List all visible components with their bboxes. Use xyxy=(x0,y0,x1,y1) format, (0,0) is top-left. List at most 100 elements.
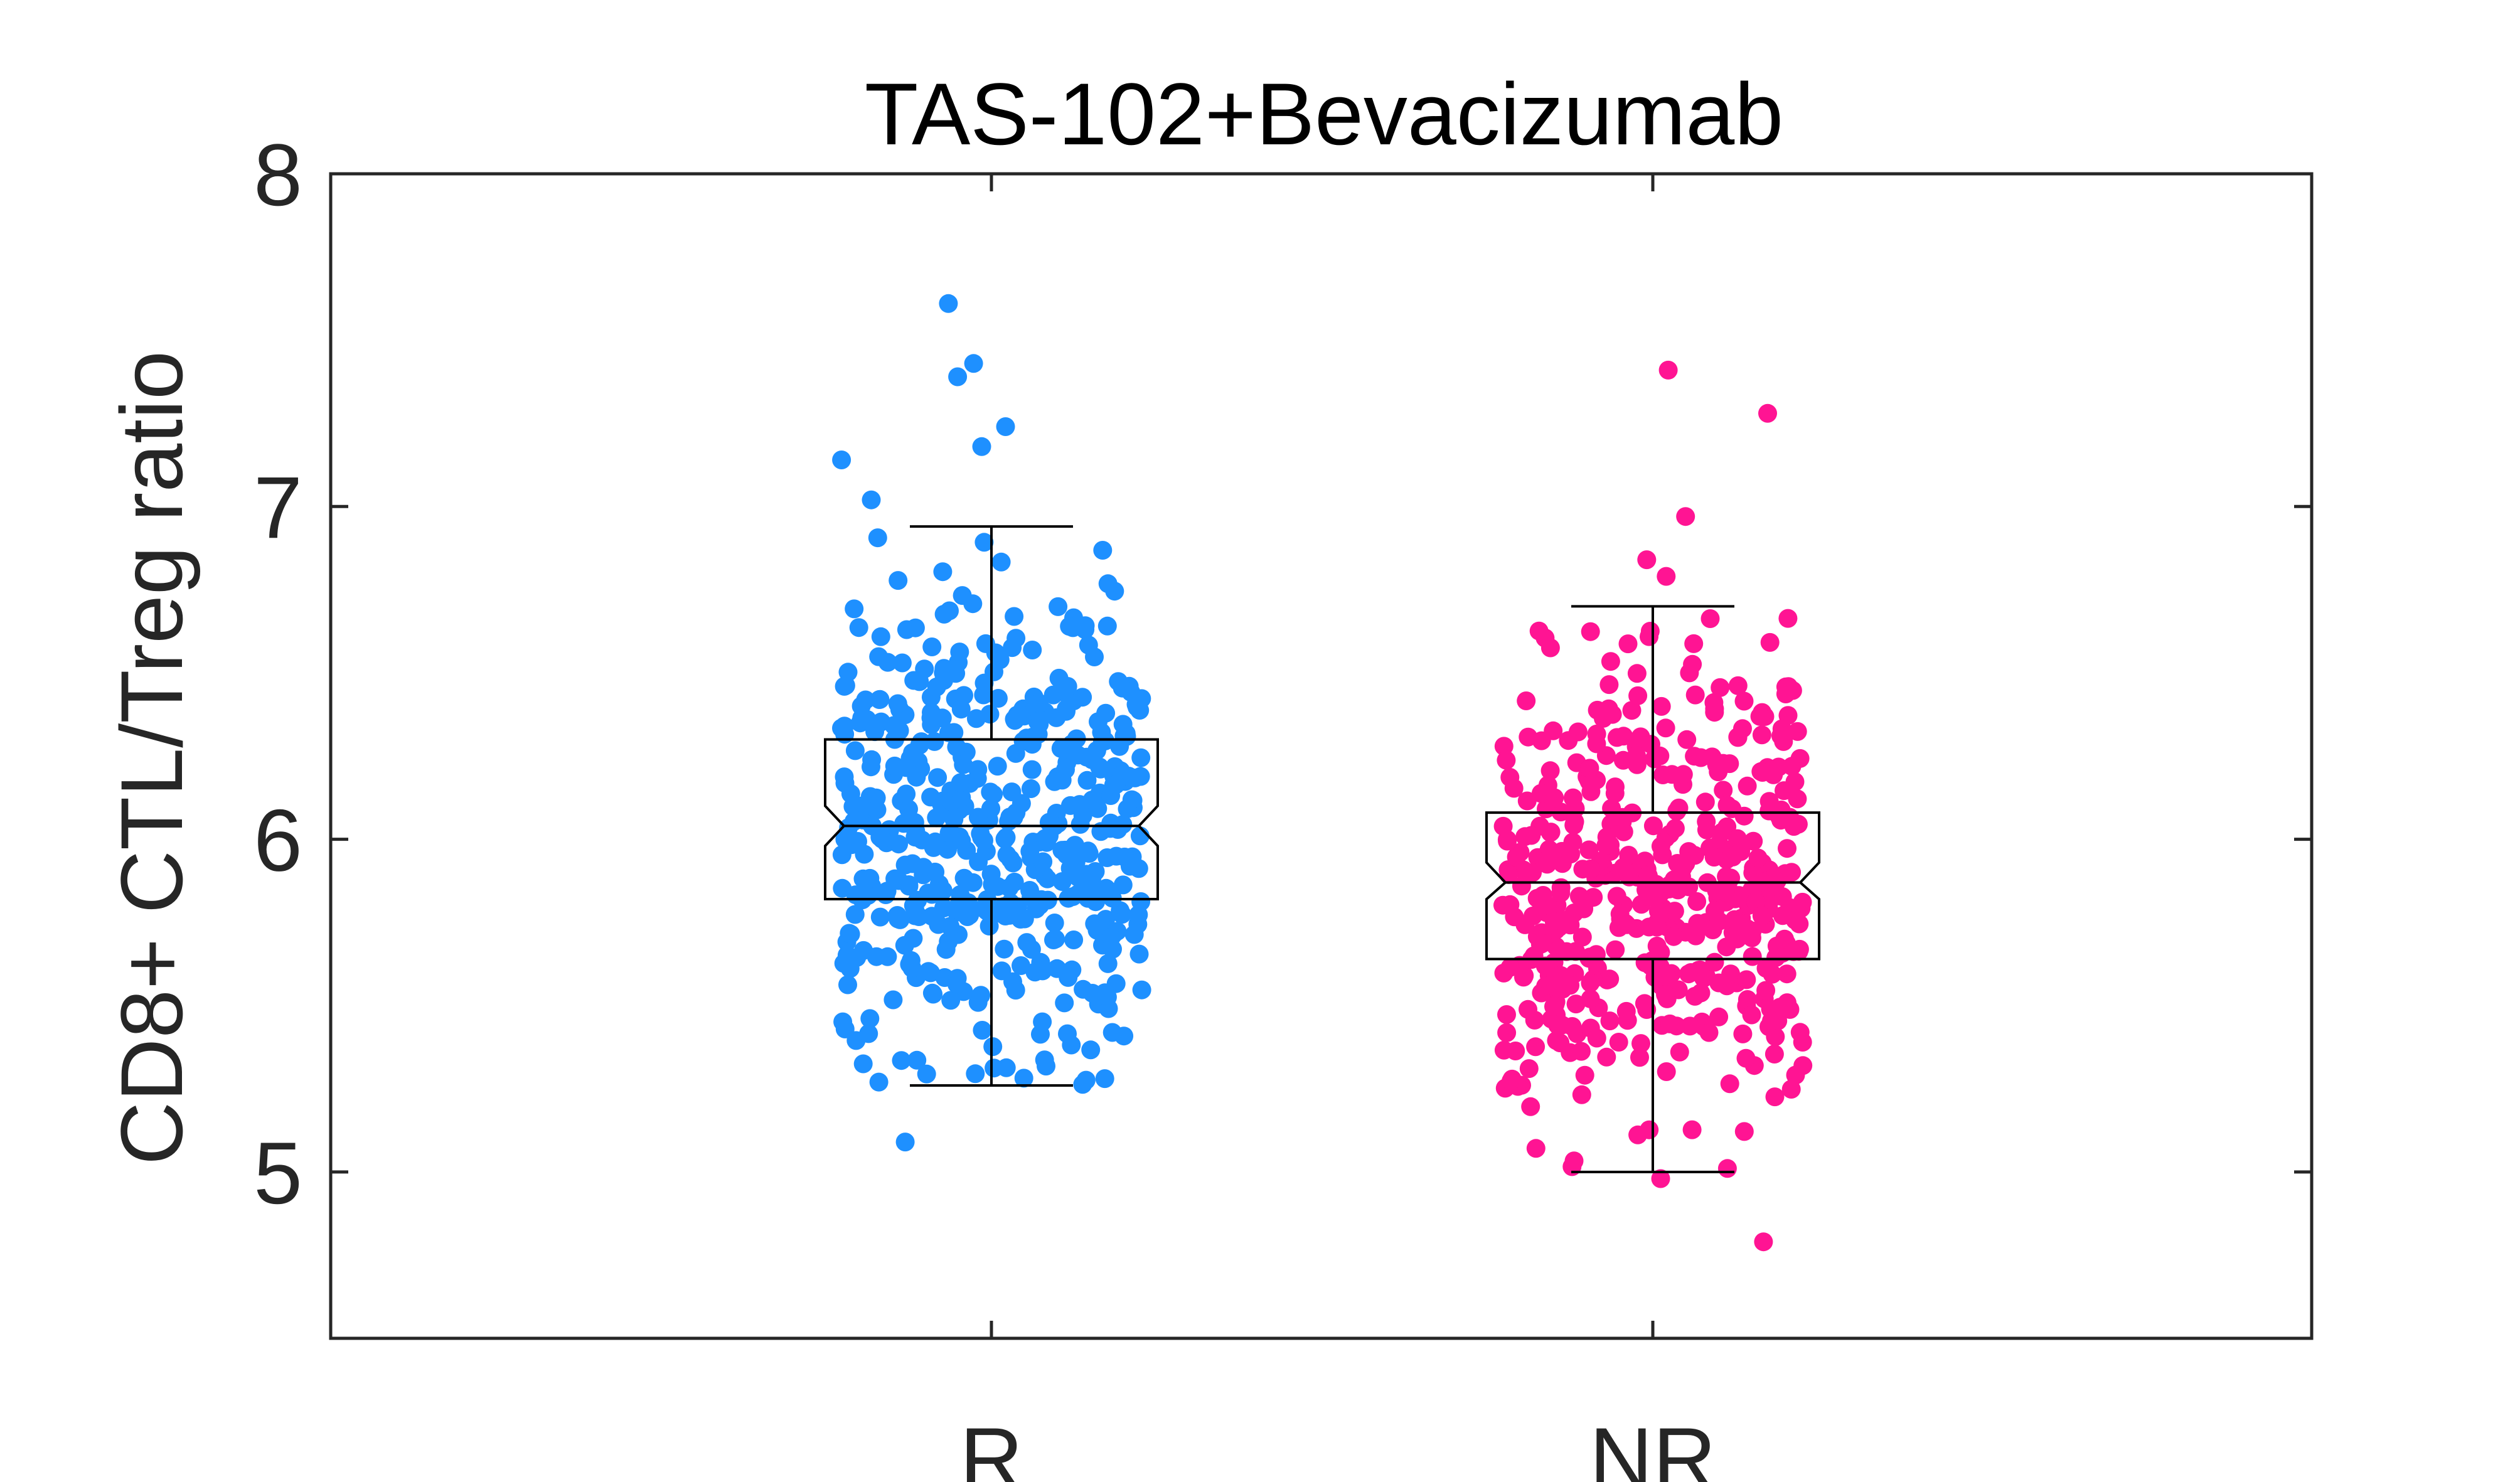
data-point-nr xyxy=(1763,964,1782,984)
data-point-nr xyxy=(1776,677,1795,696)
data-point-nr xyxy=(1566,994,1586,1014)
data-point-nr xyxy=(1572,927,1592,947)
data-point-r xyxy=(934,659,954,678)
data-point-r xyxy=(947,974,966,994)
data-point-nr xyxy=(1737,970,1756,989)
data-point-nr xyxy=(1762,1011,1781,1030)
data-point-nr xyxy=(1677,730,1697,749)
data-point-r xyxy=(845,599,864,619)
data-point-nr xyxy=(1597,1047,1616,1067)
data-point-nr xyxy=(1682,1120,1702,1139)
data-point-nr xyxy=(1736,1048,1756,1068)
data-point-r xyxy=(933,562,953,582)
data-point-r xyxy=(1033,961,1052,981)
data-point-r xyxy=(1035,1050,1054,1070)
data-point-nr xyxy=(1493,895,1512,915)
data-point-nr xyxy=(1705,952,1724,972)
data-point-nr xyxy=(1499,865,1519,884)
data-point-r xyxy=(1097,616,1117,636)
data-point-r xyxy=(840,924,859,943)
data-point-nr xyxy=(1750,706,1770,726)
data-point-r xyxy=(973,1021,992,1040)
data-point-nr xyxy=(1760,632,1780,652)
data-point-nr xyxy=(1627,755,1647,774)
data-point-nr xyxy=(1759,792,1779,811)
data-point-nr xyxy=(1670,1042,1689,1062)
outlier-point-nr xyxy=(1658,360,1678,380)
data-point-r xyxy=(868,528,887,548)
data-point-nr xyxy=(1544,721,1563,740)
data-point-r xyxy=(910,672,929,691)
data-point-nr xyxy=(1731,842,1751,861)
data-point-nr xyxy=(1674,765,1693,784)
data-point-r xyxy=(1055,683,1074,702)
box-r xyxy=(824,738,1159,900)
data-point-nr xyxy=(1581,973,1600,993)
data-point-nr xyxy=(1766,1027,1785,1047)
data-point-nr xyxy=(1785,772,1805,791)
data-point-nr xyxy=(1502,1072,1520,1090)
data-point-r xyxy=(974,898,993,918)
data-point-nr xyxy=(1497,1023,1517,1042)
data-point-r xyxy=(1132,980,1151,1000)
data-point-nr xyxy=(1652,696,1671,716)
data-point-r xyxy=(901,951,921,970)
data-point-nr xyxy=(1579,840,1599,860)
data-point-r xyxy=(1125,768,1145,787)
data-point-r xyxy=(941,991,961,1010)
data-point-nr xyxy=(1494,963,1514,983)
data-point-nr xyxy=(1752,725,1771,745)
data-point-nr xyxy=(1657,1062,1676,1081)
data-point-r xyxy=(1062,1035,1081,1055)
data-point-r xyxy=(988,689,1008,708)
data-point-r xyxy=(983,1037,1003,1057)
outlier-point-r xyxy=(832,450,852,469)
data-point-nr xyxy=(1640,622,1660,641)
data-point-r xyxy=(1093,541,1113,560)
data-point-nr xyxy=(1647,936,1667,956)
data-point-r xyxy=(833,878,852,898)
data-point-nr xyxy=(1697,812,1716,831)
outlier-point-nr xyxy=(1637,550,1657,570)
data-point-nr xyxy=(1507,847,1526,866)
axes-frame xyxy=(329,172,2314,1340)
data-point-r xyxy=(1012,956,1030,975)
data-point-nr xyxy=(1600,969,1620,989)
data-point-nr xyxy=(1580,759,1599,778)
data-point-nr xyxy=(1614,822,1633,841)
data-point-r xyxy=(952,788,971,808)
data-point-r xyxy=(884,990,903,1010)
data-point-nr xyxy=(1494,737,1514,756)
plot-area: 5 6 7 8 R NR xyxy=(254,125,2314,1482)
data-point-nr xyxy=(1522,826,1541,845)
data-point-nr xyxy=(1793,1033,1812,1052)
data-point-nr xyxy=(1599,675,1619,695)
data-point-r xyxy=(971,986,991,1005)
data-point-nr xyxy=(1603,705,1622,724)
data-point-nr xyxy=(1788,722,1807,741)
data-point-nr xyxy=(1627,664,1647,683)
data-point-r xyxy=(905,900,925,920)
data-point-nr xyxy=(1562,1157,1582,1176)
data-point-nr xyxy=(1788,789,1807,809)
data-point-nr xyxy=(1526,1139,1546,1158)
outlier-point-nr xyxy=(1676,507,1695,526)
data-point-nr xyxy=(1517,791,1537,811)
data-point-r xyxy=(912,732,931,752)
data-point-r xyxy=(952,831,971,851)
data-point-r xyxy=(878,947,897,966)
data-point-nr xyxy=(1765,1045,1784,1064)
data-point-nr xyxy=(1734,806,1754,826)
data-point-r xyxy=(849,618,868,637)
outlier-point-nr xyxy=(1758,403,1777,423)
data-point-nr xyxy=(1606,940,1625,959)
data-point-r xyxy=(980,917,999,936)
data-point-r xyxy=(1033,1012,1052,1032)
data-point-nr xyxy=(1743,947,1762,966)
data-point-nr xyxy=(1575,1065,1594,1085)
data-point-nr xyxy=(1695,792,1715,812)
y-tick-label: 8 xyxy=(254,125,302,224)
data-point-r xyxy=(1006,803,1026,823)
data-point-nr xyxy=(1691,983,1711,1003)
